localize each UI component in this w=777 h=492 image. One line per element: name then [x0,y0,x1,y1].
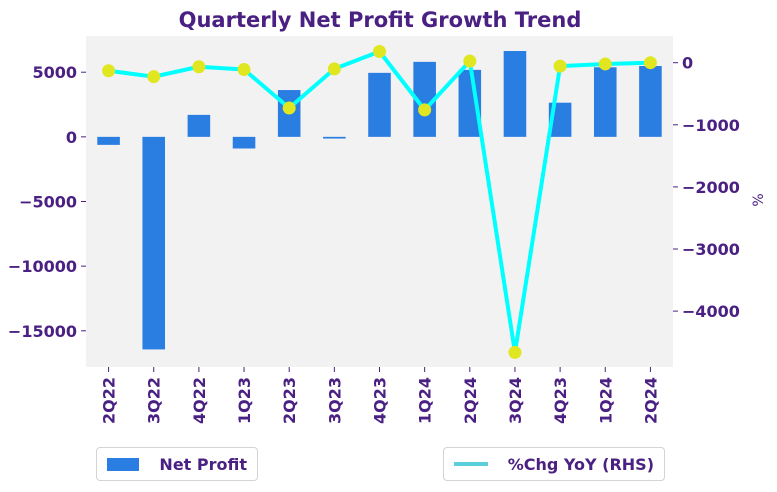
pct-change-point-10 [553,59,567,73]
x-tick-label: 4Q23 [551,377,570,424]
pct-change-point-0 [102,64,116,78]
y-tick-label: −5000 [19,193,77,212]
y-tick-label: −15000 [8,322,77,341]
x-tick-label: 3Q22 [145,377,164,424]
pct-change-point-9 [508,345,522,359]
y2-tick-label: −4000 [682,302,740,321]
marker-series [102,45,657,359]
legend-label-net-profit: Net Profit [159,454,247,474]
x-tick-label: 1Q24 [416,377,435,424]
y2-tick-label: −2000 [682,178,740,197]
x-tick-label: 2Q22 [100,377,119,424]
x-tick-label: 4Q23 [371,377,390,424]
bar-4q22-2 [187,114,211,137]
x-tick-label: 2Q24 [641,377,660,424]
bar-2q24-12 [639,65,662,137]
x-tick-label: 3Q24 [506,377,525,424]
y2-tick-label: −1000 [682,116,740,135]
x-tick-label: 2Q24 [461,377,480,424]
y-axis-right-label: % [751,193,767,206]
y-tick-label: 0 [66,128,77,147]
pct-change-point-11 [598,57,612,71]
bar-1q23-3 [232,136,256,149]
x-tick-label: 2Q23 [280,377,299,424]
bar-2q22-0 [97,136,120,145]
pct-change-point-7 [418,103,432,117]
x-tick-label: 1Q23 [235,377,254,424]
pct-change-point-6 [373,45,386,59]
legend-label-pct-change: %Chg YoY (RHS) [507,454,654,474]
bar-1q24-11 [593,67,617,137]
legend-line-swatch [454,462,488,466]
bar-3q23-5 [323,136,346,139]
bar-1q24-7 [413,61,436,137]
chart-title: Quarterly Net Profit Growth Trend [179,8,582,32]
bar-4q23-6 [368,72,391,137]
pct-change-point-4 [282,101,296,115]
legend-net-profit: Net Profit [96,447,258,481]
bar-3q22-1 [142,136,166,350]
x-tick-label: 3Q23 [325,377,344,424]
y-tick-label: 5000 [32,63,77,82]
pct-change-point-12 [643,56,657,70]
legend-bar-swatch [107,457,140,471]
pct-change-point-3 [237,63,251,77]
y2-tick-label: −3000 [682,240,740,259]
y-tick-label: −10000 [8,257,77,276]
x-tick-label: 1Q24 [596,377,615,424]
pct-change-point-2 [192,60,206,74]
pct-change-point-1 [147,70,161,84]
legend-pct-change: %Chg YoY (RHS) [443,447,665,481]
x-tick-label: 4Q22 [190,377,209,424]
bar-3q24-9 [503,50,527,137]
y-axis-right: 0 −1000 −2000 −3000 −4000 [673,54,740,321]
x-axis: 2Q22 3Q22 4Q22 1Q23 2Q23 3Q23 4Q23 1Q24 2Q24 3Q24… [100,367,660,424]
pct-change-point-8 [463,54,477,68]
y2-tick-label: 0 [682,54,693,73]
bar-series [97,50,662,350]
pct-change-point-5 [327,62,341,76]
y-axis-left: 5000 0 −5000 −10000 −15000 [8,63,86,341]
